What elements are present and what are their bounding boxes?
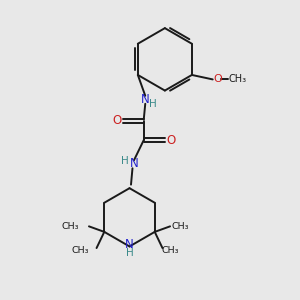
Text: CH₃: CH₃ [171,222,189,231]
Text: CH₃: CH₃ [62,222,79,231]
Text: N: N [130,157,138,170]
Text: O: O [112,114,122,127]
Text: O: O [166,134,175,146]
Text: H: H [121,156,129,166]
Text: O: O [214,74,222,83]
Text: H: H [149,99,157,109]
Text: CH₃: CH₃ [161,246,178,255]
Text: N: N [124,238,133,251]
Text: CH₃: CH₃ [72,246,89,255]
Text: H: H [126,248,134,258]
Text: N: N [141,93,150,106]
Text: CH₃: CH₃ [229,74,247,84]
